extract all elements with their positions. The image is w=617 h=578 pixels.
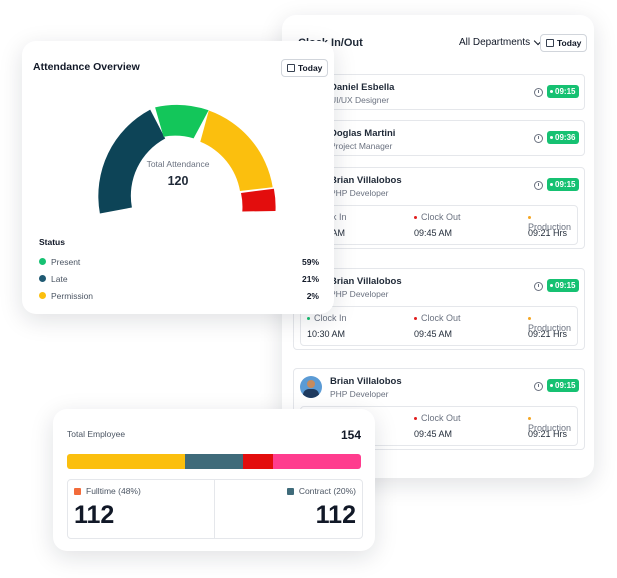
- total-employee-value: 154: [340, 428, 361, 442]
- status-heading: Status: [39, 237, 65, 247]
- attendance-today-label: Today: [298, 63, 323, 73]
- employee-type-box: Fulltime (48%) 112 Contract (20%) 112: [67, 479, 363, 539]
- employee-role: PHP Developer: [330, 188, 389, 198]
- employee-role: UI/UX Designer: [330, 95, 390, 105]
- status-label: Late: [51, 274, 68, 284]
- clock-today-button[interactable]: Today: [540, 34, 588, 52]
- clock-icon: [534, 134, 543, 143]
- calendar-icon: [546, 39, 554, 47]
- status-dot: [39, 275, 46, 282]
- production-value: 09:21 Hrs: [528, 429, 568, 439]
- contract-value: 112: [315, 501, 356, 529]
- clock-icon: [534, 382, 543, 391]
- status-row-late: Late 21%: [39, 273, 319, 285]
- clock-icon: [534, 181, 543, 190]
- department-dropdown[interactable]: All Departments: [459, 36, 543, 48]
- employee-role: PHP Developer: [330, 289, 389, 299]
- attendance-stats: Clock In 10:30 AM Clock Out 09:45 AM Pro…: [300, 306, 578, 346]
- contract-square-icon: [286, 487, 294, 495]
- status-dot: [39, 292, 46, 299]
- status-dot: [39, 258, 46, 265]
- clock-in-label: Clock In: [307, 313, 347, 323]
- status-value: 2%: [306, 291, 319, 301]
- bar-segment-0: [67, 454, 185, 469]
- gauge-segment-present-dark: [98, 109, 166, 214]
- status-row-permission: Permission 2%: [39, 290, 319, 302]
- fulltime-square-icon: [74, 487, 81, 495]
- clock-icon: [534, 88, 543, 97]
- bar-segment-3: [272, 454, 361, 469]
- attendance-gauge: [98, 104, 276, 214]
- clock-out-value: 09:45 AM: [414, 329, 453, 339]
- clock-today-label: Today: [557, 38, 582, 48]
- employee-distribution-bar: [67, 454, 361, 469]
- time-badge: 09:15: [547, 279, 580, 292]
- gauge-segment-permission: [200, 110, 273, 191]
- time-badge: 09:36: [547, 131, 580, 144]
- production-value: 09:21 Hrs: [528, 228, 568, 238]
- clock-in-value: 10:30 AM: [307, 329, 346, 339]
- employee-role: PHP Developer: [330, 389, 389, 399]
- bar-segment-2: [243, 454, 273, 469]
- status-value: 59%: [301, 257, 319, 267]
- status-label: Present: [51, 257, 81, 267]
- attendance-overview-card: Attendance Overview Today Total Attendan…: [22, 41, 334, 314]
- clock-out-value: 09:45 AM: [414, 228, 453, 238]
- attendance-stats: Clock In 10:30 AM Clock Out 09:45 AM Pro…: [300, 205, 578, 245]
- department-dropdown-label: All Departments: [459, 37, 531, 48]
- production-value: 09:21 Hrs: [528, 329, 568, 339]
- status-label: Permission: [51, 291, 94, 301]
- employee-row[interactable]: Doglas Martini Project Manager 09:36: [293, 120, 585, 156]
- employee-name: Brian Villalobos: [330, 175, 402, 186]
- employee-role: Project Manager: [330, 141, 393, 151]
- time-badge: 09:15: [547, 85, 580, 98]
- fulltime-label: Fulltime (48%): [74, 486, 141, 496]
- production-label: Production: [528, 413, 577, 433]
- avatar: [300, 376, 322, 398]
- total-attendance-label: Total Attendance: [146, 159, 210, 169]
- time-badge: 09:15: [547, 178, 580, 191]
- employee-name: Daniel Esbella: [330, 82, 395, 93]
- employee-name: Brian Villalobos: [330, 376, 402, 387]
- time-badge: 09:15: [547, 379, 580, 392]
- total-employee-card: Total Employee 154 Fulltime (48%) 112 Co…: [53, 409, 375, 551]
- clock-out-label: Clock Out: [414, 212, 461, 222]
- gauge-segment-absent: [241, 188, 276, 212]
- employee-name: Doglas Martini: [330, 128, 396, 139]
- clock-out-label: Clock Out: [414, 313, 461, 323]
- attendance-title: Attendance Overview: [33, 61, 140, 73]
- status-value: 21%: [301, 274, 319, 284]
- production-label: Production: [528, 212, 577, 232]
- employee-row[interactable]: Brian Villalobos PHP Developer 09:15 Clo…: [293, 167, 585, 249]
- total-employee-label: Total Employee: [67, 429, 126, 439]
- employee-row[interactable]: Brian Villalobos PHP Developer 09:15 Clo…: [293, 268, 585, 350]
- clock-out-label: Clock Out: [414, 413, 461, 423]
- status-row-present: Present 59%: [39, 256, 319, 268]
- production-label: Production: [528, 313, 577, 333]
- clock-icon: [534, 282, 543, 291]
- bar-segment-1: [184, 454, 244, 469]
- employee-row[interactable]: Daniel Esbella UI/UX Designer 09:15: [293, 74, 585, 110]
- fulltime-value: 112: [74, 501, 115, 529]
- contract-label: Contract (20%): [286, 486, 356, 496]
- clock-out-value: 09:45 AM: [414, 429, 453, 439]
- gauge-segment-present: [155, 104, 209, 139]
- employee-name: Brian Villalobos: [330, 276, 402, 287]
- total-attendance-value: 120: [167, 174, 189, 188]
- attendance-today-button[interactable]: Today: [281, 59, 329, 77]
- calendar-icon: [287, 64, 295, 72]
